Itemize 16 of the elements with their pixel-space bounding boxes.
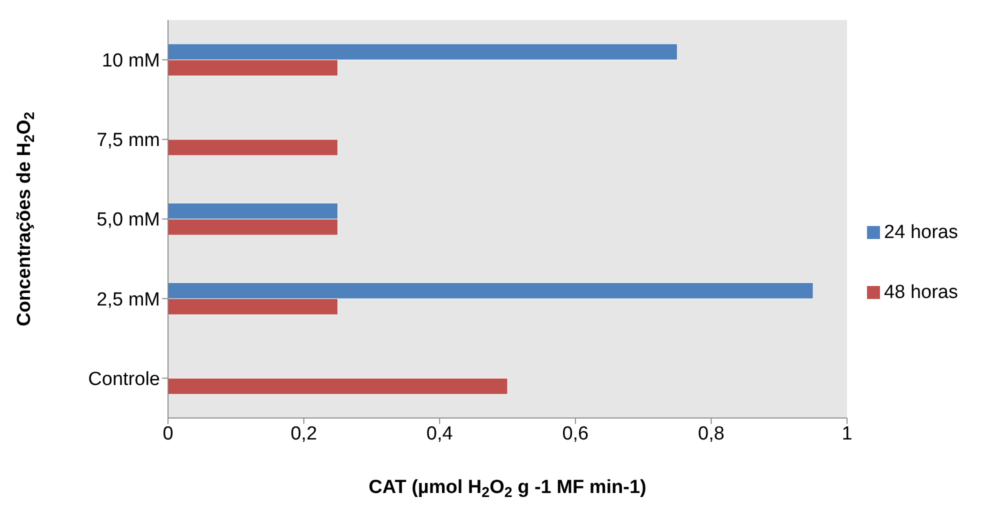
x-tick-label: 0,4 <box>426 423 454 444</box>
x-axis-title: CAT (µmol H$_{2}$O$_{2}$ g -1 MF min-1) <box>368 477 646 500</box>
y-tick-label: 7,5 mm <box>96 130 160 152</box>
x-tick-label: 0 <box>162 423 174 444</box>
x-tick-label: 0,8 <box>698 423 724 444</box>
bar <box>168 378 508 395</box>
legend-label: 24 horas <box>884 222 958 243</box>
x-tick-label: 0,2 <box>290 423 318 444</box>
x-tick-label: 1 <box>842 423 852 444</box>
bar <box>168 139 338 156</box>
y-tick-label: 5,0 mM <box>96 210 160 231</box>
y-tick-label: 2,5 mM <box>96 289 160 310</box>
y-tick-label: Controle <box>88 368 160 390</box>
x-tick-label: 0,6 <box>562 423 589 444</box>
y-tick-label: 10 mM <box>102 50 160 72</box>
legend-label: 48 horas <box>884 282 958 303</box>
